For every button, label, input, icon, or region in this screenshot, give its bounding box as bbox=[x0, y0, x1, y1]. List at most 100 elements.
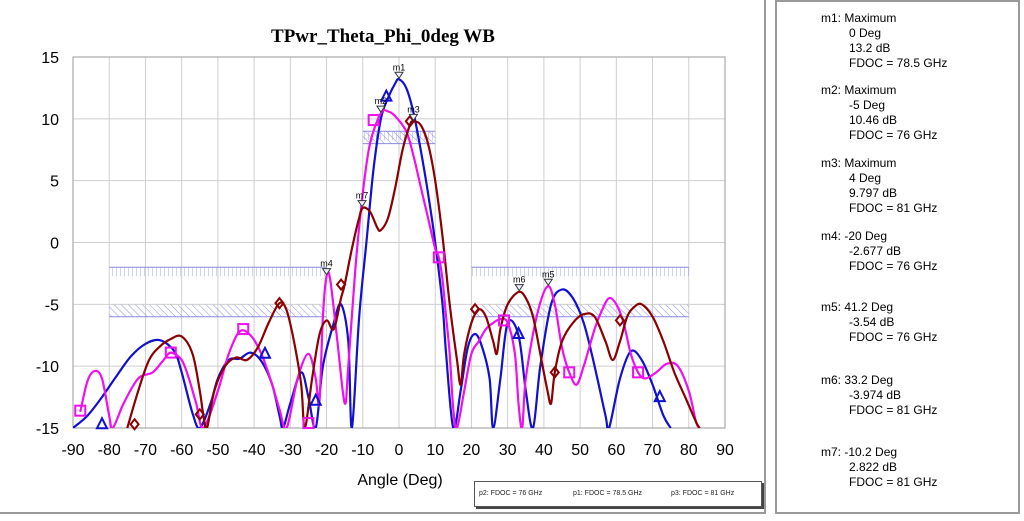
marker-label-m1: m1 bbox=[393, 62, 406, 72]
marker-line: FDOC = 81 GHz bbox=[849, 475, 938, 489]
chart-panel: TPwr_Theta_Phi_0deg WB m1 m2 m3 m4 m5 m6 m7 15 1… bbox=[0, 0, 766, 514]
series-marker-square bbox=[498, 314, 511, 327]
series-line-2 bbox=[79, 108, 701, 428]
limit-hatch-upper bbox=[109, 267, 327, 277]
series-marker-square bbox=[74, 404, 87, 417]
plot-frame bbox=[72, 56, 726, 429]
x-tick-label: -30 bbox=[279, 442, 302, 459]
marker-line: -5 Deg bbox=[849, 98, 886, 112]
series-marker-triangle bbox=[653, 388, 667, 403]
x-tick-label: 20 bbox=[463, 442, 481, 459]
y-tick-label: 0 bbox=[50, 236, 59, 253]
marker-label-m7: m7 bbox=[356, 191, 369, 201]
marker-entry-m3: m3: Maximum 4 Deg 9.797 dB FDOC = 81 GHz bbox=[821, 156, 937, 216]
x-tick-label: -40 bbox=[243, 442, 266, 459]
marker-entry-m6: m6: 33.2 Deg -3.974 dB FDOC = 81 GHz bbox=[821, 373, 937, 418]
marker-triangle-m6 bbox=[514, 284, 525, 292]
marker-triangle-m5 bbox=[543, 278, 554, 287]
legend-item: p2: FDOC = 76 GHz bbox=[479, 490, 543, 497]
marker-line: m3: Maximum bbox=[821, 156, 897, 170]
marker-label-m5: m5 bbox=[542, 269, 555, 279]
marker-line: FDOC = 76 GHz bbox=[849, 128, 938, 142]
series-marker-square bbox=[302, 417, 315, 430]
marker-label-m2: m2 bbox=[375, 96, 388, 106]
x-tick-label: 70 bbox=[644, 442, 662, 459]
x-tick-label: -50 bbox=[206, 442, 229, 459]
marker-triangle-m3 bbox=[408, 113, 419, 122]
x-tick-label: -80 bbox=[98, 442, 121, 459]
marker-line: 4 Deg bbox=[849, 171, 882, 185]
series-marker-square bbox=[563, 366, 576, 379]
x-tick-label: 40 bbox=[535, 442, 553, 459]
series-marker-diamond bbox=[274, 296, 285, 310]
series-marker-square bbox=[367, 114, 380, 127]
marker-entry-m5: m5: 41.2 Deg -3.54 dB FDOC = 76 GHz bbox=[821, 300, 937, 345]
legend-item: p1: FDOC = 78.5 GHz bbox=[573, 490, 643, 497]
marker-entry-m7: m7: -10.2 Deg 2.822 dB FDOC = 81 GHz bbox=[821, 445, 937, 490]
marker-label-m3: m3 bbox=[407, 104, 420, 114]
series-marker-diamond bbox=[469, 302, 481, 316]
y-tick-label: 15 bbox=[41, 50, 59, 67]
x-tick-label: 80 bbox=[680, 442, 698, 459]
x-tick-label: -60 bbox=[170, 442, 193, 459]
marker-line: FDOC = 76 GHz bbox=[849, 259, 938, 273]
x-tick-label: 30 bbox=[499, 442, 517, 459]
legend: p2: FDOC = 76 GHz p1: FDOC = 78.5 GHz p3… bbox=[474, 481, 762, 507]
series-marker-triangle bbox=[379, 88, 393, 102]
marker-triangle-m2 bbox=[375, 105, 386, 114]
limit-hatch-lower bbox=[109, 304, 327, 317]
marker-line: 0 Deg bbox=[849, 26, 882, 40]
marker-label-m4: m4 bbox=[320, 259, 333, 269]
marker-triangle-m7 bbox=[357, 200, 367, 208]
series-marker-triangle bbox=[309, 392, 323, 406]
marker-triangle-m1 bbox=[394, 71, 404, 80]
marker-entry-m4: m4: -20 Deg -2.677 dB FDOC = 76 GHz bbox=[821, 229, 937, 274]
y-tick-label: -5 bbox=[45, 297, 59, 314]
series-marker-square bbox=[164, 346, 177, 359]
marker-line: m2: Maximum bbox=[821, 83, 897, 97]
x-tick-label: 90 bbox=[716, 442, 734, 459]
x-tick-label: -10 bbox=[351, 442, 374, 459]
series-marker-diamond bbox=[194, 407, 206, 421]
marker-line: m6: 33.2 Deg bbox=[821, 373, 894, 387]
x-tick-label: -20 bbox=[315, 442, 338, 459]
marker-label-m6: m6 bbox=[513, 275, 526, 285]
marker-table: m1: Maximum 0 Deg 13.2 dB FDOC = 78.5 GH… bbox=[775, 0, 1020, 514]
limit-hatch-upper bbox=[471, 267, 689, 277]
series-marker-diamond bbox=[614, 313, 626, 328]
marker-line: m4: -20 Deg bbox=[821, 229, 888, 243]
marker-line: -2.677 dB bbox=[849, 244, 902, 258]
series-marker-square bbox=[632, 366, 645, 379]
marker-line: m7: -10.2 Deg bbox=[821, 445, 898, 459]
marker-entry-m1: m1: Maximum 0 Deg 13.2 dB FDOC = 78.5 GH… bbox=[821, 11, 947, 71]
y-tick-label: -10 bbox=[36, 359, 59, 376]
x-tick-label: 0 bbox=[395, 442, 404, 459]
chart-title: TPwr_Theta_Phi_0deg WB bbox=[271, 26, 495, 47]
series-marker-triangle bbox=[95, 416, 109, 430]
marker-line: FDOC = 76 GHz bbox=[849, 330, 938, 344]
marker-line: 9.797 dB bbox=[849, 186, 898, 200]
marker-line: FDOC = 81 GHz bbox=[849, 403, 938, 417]
series-marker-diamond bbox=[129, 417, 140, 431]
marker-line: -3.974 dB bbox=[849, 388, 902, 402]
marker-triangle-m4 bbox=[321, 268, 332, 276]
series-marker-triangle bbox=[258, 345, 272, 359]
marker-line: FDOC = 78.5 GHz bbox=[849, 56, 948, 70]
x-tick-label: -90 bbox=[61, 442, 84, 459]
x-tick-label: 10 bbox=[426, 442, 444, 459]
marker-line: -3.54 dB bbox=[849, 315, 895, 329]
marker-line: m1: Maximum bbox=[821, 11, 897, 25]
series-marker-square bbox=[237, 323, 250, 336]
series-line-3 bbox=[126, 120, 701, 428]
series-marker-diamond bbox=[335, 277, 347, 292]
series-marker-triangle bbox=[511, 325, 526, 340]
series-marker-diamond bbox=[549, 365, 561, 379]
y-tick-label: -15 bbox=[36, 421, 59, 438]
x-tick-label: 60 bbox=[607, 442, 625, 459]
marker-line: 2.822 dB bbox=[849, 460, 898, 474]
series-marker-square bbox=[432, 251, 445, 264]
marker-entry-m2: m2: Maximum -5 Deg 10.46 dB FDOC = 76 GH… bbox=[821, 83, 937, 143]
legend-item: p3: FDOC = 81 GHz bbox=[671, 490, 735, 497]
x-tick-label: 50 bbox=[571, 442, 589, 459]
